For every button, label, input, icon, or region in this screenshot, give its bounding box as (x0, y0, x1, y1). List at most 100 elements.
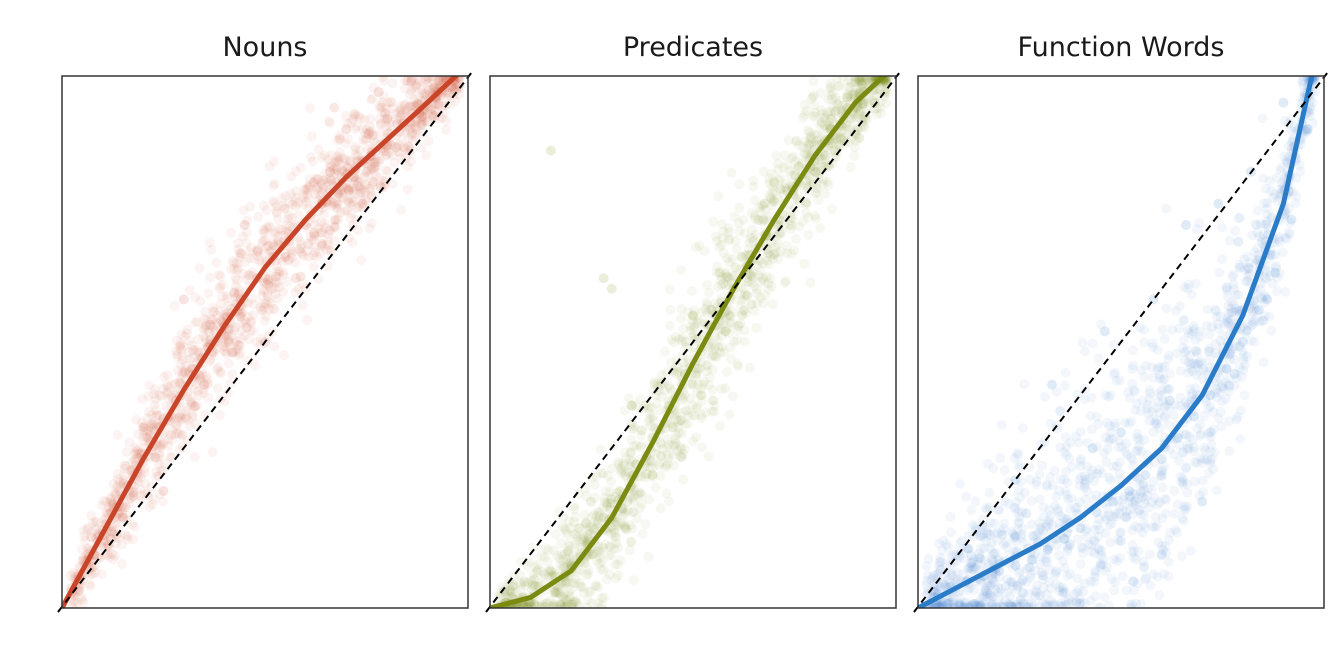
scatter-point (988, 463, 999, 474)
scatter-point (819, 120, 830, 131)
scatter-point (1094, 524, 1105, 535)
scatter-point (688, 311, 699, 322)
scatter-point (198, 384, 209, 395)
scatter-point (1233, 289, 1244, 300)
scatter-point (825, 106, 836, 117)
data-point (1047, 379, 1057, 390)
scatter-point (308, 250, 319, 261)
data-point (1181, 220, 1191, 230)
scatter-point (245, 325, 256, 336)
scatter-point (757, 273, 768, 284)
scatter-point (560, 578, 571, 589)
scatter-point (199, 314, 210, 324)
scatter-point (1196, 457, 1207, 468)
scatter-point (772, 158, 783, 169)
scatter-point (556, 601, 567, 608)
scatter-point (250, 360, 261, 371)
scatter-point (1054, 582, 1065, 593)
scatter-point (1075, 426, 1086, 437)
scatter-point (1230, 226, 1241, 236)
scatter-point (687, 410, 698, 421)
scatter-point (1257, 113, 1268, 124)
scatter-point (1080, 494, 1091, 505)
scatter-point (1152, 345, 1163, 356)
scatter-point (1235, 405, 1246, 416)
scatter-point (1239, 390, 1250, 401)
scatter-point (598, 502, 609, 513)
scatter-point (555, 560, 566, 571)
scatter-point (251, 245, 262, 256)
scatter-point (1102, 417, 1113, 428)
scatter-point (380, 146, 390, 157)
scatter-point (1042, 519, 1053, 530)
scatter-point (195, 372, 206, 383)
scatter-point (1007, 601, 1018, 608)
scatter-point (345, 198, 356, 209)
scatter-point (1148, 372, 1159, 383)
scatter-point (934, 601, 944, 608)
scatter-point (567, 554, 578, 565)
scatter-point (400, 83, 410, 94)
scatter-point (357, 124, 368, 135)
scatter-point (934, 601, 945, 608)
scatter-point (766, 200, 777, 211)
scatter-point (1213, 323, 1224, 334)
scatter-point (976, 592, 987, 603)
scatter-point (171, 335, 182, 346)
scatter-point (106, 526, 117, 537)
scatter-point (956, 602, 967, 608)
scatter-point (1214, 267, 1225, 278)
scatter-point (112, 430, 123, 440)
scatter-point (583, 568, 594, 579)
scatter-point (345, 182, 356, 193)
scatter-point (954, 601, 965, 608)
scatter-point (322, 177, 333, 188)
scatter-point (1256, 237, 1267, 248)
scatter-point (76, 592, 87, 603)
scatter-point (854, 76, 865, 87)
scatter-point (1202, 304, 1213, 315)
data-point (280, 251, 291, 262)
scatter-point (1100, 528, 1111, 538)
scatter-point (1053, 506, 1064, 517)
scatter-point (825, 84, 836, 94)
scatter-point (933, 599, 944, 608)
scatter-point (1178, 516, 1189, 526)
scatter-point (215, 271, 226, 282)
scatter-point (236, 248, 247, 259)
scatter-point (661, 460, 672, 471)
scatter-point (121, 446, 132, 457)
scatter-point (504, 578, 515, 589)
scatter-point (352, 150, 363, 161)
scatter-point (1115, 536, 1126, 547)
scatter-point (374, 154, 385, 165)
scatter-point (549, 545, 560, 556)
scatter-point (1108, 369, 1119, 380)
scatter-point (116, 539, 127, 550)
scatter-point (430, 99, 441, 110)
scatter-point (1047, 600, 1058, 608)
scatter-point (1130, 405, 1141, 416)
scatter-point (194, 375, 205, 386)
scatter-point (390, 109, 401, 120)
scatter-point (1026, 598, 1037, 608)
scatter-point (557, 579, 568, 590)
scatter-point (966, 558, 977, 569)
scatter-point (272, 293, 283, 304)
scatter-point (1103, 510, 1114, 521)
scatter-point (402, 184, 413, 195)
scatter-point (693, 379, 704, 390)
scatter-point (569, 578, 580, 589)
scatter-point (1044, 505, 1055, 516)
scatter-point (857, 76, 868, 83)
scatter-point (423, 77, 434, 88)
scatter-point (97, 500, 107, 511)
scatter-point (1080, 526, 1091, 537)
scatter-point (999, 496, 1010, 507)
scatter-point (1075, 559, 1086, 569)
scatter-point (318, 182, 329, 193)
scatter-point (1021, 508, 1032, 519)
scatter-point (635, 487, 646, 498)
scatter-point (343, 183, 354, 194)
scatter-point (82, 524, 93, 535)
